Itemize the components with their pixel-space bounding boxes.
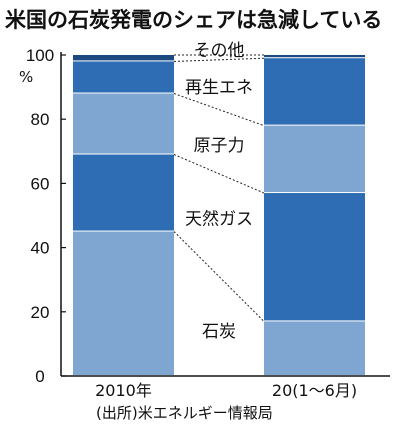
y-tick-label: 60 — [31, 174, 50, 193]
connector-line — [173, 57, 265, 62]
connector-line — [173, 231, 265, 322]
y-axis-ticks: 0 20 40 60 80 100 — [26, 46, 66, 386]
bar-segment — [73, 55, 174, 61]
source-note: (出所)米エネルギー情報局 — [96, 404, 273, 422]
bar-segment — [264, 321, 365, 375]
y-tick-label: 20 — [31, 303, 50, 322]
connector-line — [173, 93, 265, 127]
series-labels: 石炭 天然ガス 原子力 再生エネ その他 — [185, 41, 253, 342]
bar-segment — [264, 193, 365, 321]
bar-segment — [73, 61, 174, 93]
category-labels: 2010年 20(1〜6月) — [95, 381, 357, 400]
series-label: 原子力 — [194, 136, 245, 156]
category-label: 2010年 — [95, 381, 152, 400]
y-tick-label: 100 — [26, 46, 54, 65]
y-tick-label: 40 — [31, 239, 50, 258]
series-label: 石炭 — [202, 322, 236, 342]
category-label: 20(1〜6月) — [272, 381, 357, 400]
connector-lines — [173, 54, 265, 322]
series-label: 再生エネ — [185, 78, 253, 98]
series-label: その他 — [194, 41, 245, 61]
y-tick-label: 0 — [35, 367, 44, 386]
bar-segment — [264, 55, 365, 58]
bar-segment — [73, 231, 174, 375]
bar-segment — [264, 58, 365, 125]
connector-line — [173, 154, 265, 194]
chart-title: 米国の石炭発電のシェアは急減している — [5, 8, 382, 32]
y-axis-unit: % — [19, 68, 33, 86]
series-label: 天然ガス — [185, 210, 253, 230]
bar-segments — [73, 55, 365, 375]
bar-segment — [73, 93, 174, 154]
bar-segment — [264, 125, 365, 193]
y-tick-label: 80 — [31, 110, 50, 129]
bar-segment — [73, 154, 174, 231]
